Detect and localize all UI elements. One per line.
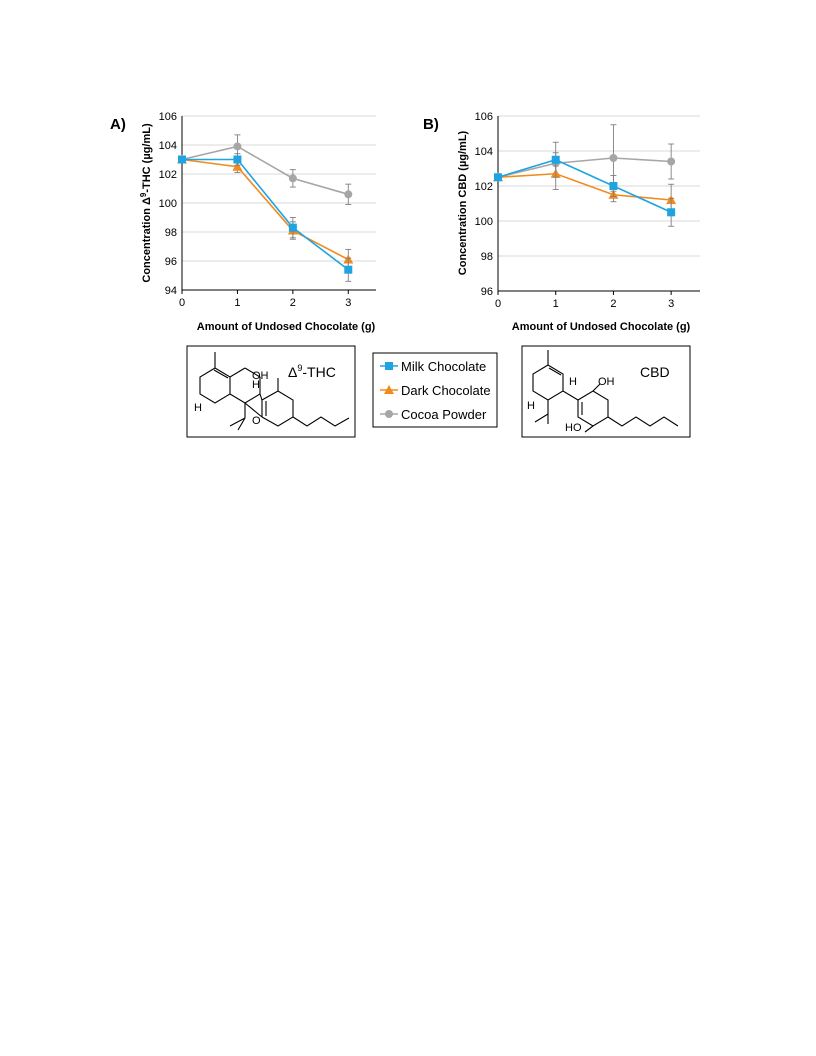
data-point-a-milk-0: [178, 155, 186, 164]
thc-atom-h2: H: [194, 402, 202, 414]
chart-panel-a: A) Concentration Δ9-THC (µg/mL) Amount o…: [110, 111, 376, 333]
y-tick-label-a-3: 100: [159, 198, 177, 210]
x-tick-label-b-3: 3: [668, 298, 674, 310]
x-axis-label-b: Amount of Undosed Chocolate (g): [512, 321, 691, 333]
cbd-box-frame: [521, 345, 691, 438]
x-tick-label-a-2: 2: [290, 297, 296, 309]
cbd-label: CBD: [640, 364, 670, 380]
series-line-a-dark: [181, 158, 349, 261]
data-point-a-dark-1: [232, 161, 243, 171]
data-point-a-milk-1: [233, 155, 242, 164]
legend-label-milk: Milk Chocolate: [401, 359, 486, 374]
y-axis-label-b: Concentration CBD (µg/mL): [457, 130, 469, 275]
data-point-a-milk-2: [288, 223, 297, 232]
data-point-a-cocoa-3: [344, 190, 353, 199]
thc-atom-oh: OH: [252, 370, 269, 382]
data-point-b-milk-0: [494, 173, 502, 182]
cbd-structure-drawing: [532, 350, 679, 433]
panel-label-a: A): [110, 116, 126, 133]
legend-label-dark: Dark Chocolate: [401, 383, 491, 398]
thc-label: Δ9-THC: [288, 363, 336, 380]
y-tick-label-b-4: 104: [475, 146, 493, 158]
y-tick-label-b-0: 96: [481, 286, 493, 298]
y-tick-label-b-1: 98: [481, 251, 493, 263]
legend-marker-dark: [384, 385, 394, 394]
x-tick-label-a-0: 0: [179, 297, 185, 309]
legend-item-dark: Dark Chocolate: [380, 383, 491, 398]
thc-structure-drawing: [199, 352, 350, 431]
series-line-a-cocoa: [181, 145, 349, 196]
chart-panel-b: B) Concentration CBD (µg/mL) Amount of U…: [423, 111, 700, 333]
legend-label-cocoa: Cocoa Powder: [401, 407, 487, 422]
legend: Milk Chocolate Dark Chocolate Cocoa Powd…: [372, 352, 498, 428]
series-line-b-milk: [497, 158, 672, 213]
cbd-structure-box: OH H H HO CBD: [521, 345, 691, 438]
legend-item-milk: Milk Chocolate: [380, 359, 486, 374]
y-tick-label-a-4: 102: [159, 169, 177, 181]
data-point-b-cocoa-2: [609, 154, 618, 162]
panel-label-b: B): [423, 116, 439, 133]
y-tick-label-b-2: 100: [475, 216, 493, 228]
x-tick-label-a-1: 1: [234, 297, 240, 309]
x-tick-label-b-0: 0: [495, 298, 501, 310]
data-point-a-cocoa-1: [233, 142, 242, 151]
series-line-b-dark: [497, 172, 672, 201]
data-point-b-milk-2: [609, 182, 618, 190]
cbd-atom-h1: H: [569, 376, 577, 388]
x-tick-label-b-2: 2: [610, 298, 616, 310]
y-tick-label-b-5: 106: [475, 111, 493, 123]
data-point-a-cocoa-2: [288, 174, 297, 183]
legend-item-cocoa: Cocoa Powder: [380, 407, 487, 422]
thc-atom-o: O: [252, 415, 261, 427]
y-tick-label-a-6: 106: [159, 111, 177, 123]
data-point-b-milk-3: [667, 208, 676, 217]
y-tick-label-a-5: 104: [159, 140, 177, 152]
y-axis-label-a: Concentration Δ9-THC (µg/mL): [139, 123, 153, 283]
data-point-b-milk-1: [551, 155, 560, 164]
x-tick-label-b-1: 1: [553, 298, 559, 310]
cbd-atom-h2: H: [527, 400, 535, 412]
series-line-b-cocoa: [497, 157, 672, 179]
y-tick-label-b-3: 102: [475, 181, 493, 193]
y-tick-label-a-1: 96: [165, 256, 177, 268]
cbd-atom-oh: OH: [598, 376, 615, 388]
data-point-a-milk-3: [344, 265, 353, 274]
legend-marker-milk: [385, 362, 393, 370]
thc-structure-box: H H O OH Δ9-THC: [186, 345, 356, 438]
y-tick-label-a-2: 98: [165, 227, 177, 239]
x-tick-label-a-3: 3: [345, 297, 351, 309]
legend-marker-cocoa: [385, 410, 393, 418]
thc-box-frame: [186, 345, 356, 438]
series-line-a-milk: [182, 158, 349, 271]
y-tick-label-a-0: 94: [165, 285, 177, 297]
x-axis-label-a: Amount of Undosed Chocolate (g): [197, 321, 376, 333]
cbd-atom-ho: HO: [565, 422, 582, 434]
data-point-b-cocoa-3: [667, 157, 676, 166]
thc-atom-h1: H: [252, 379, 260, 391]
